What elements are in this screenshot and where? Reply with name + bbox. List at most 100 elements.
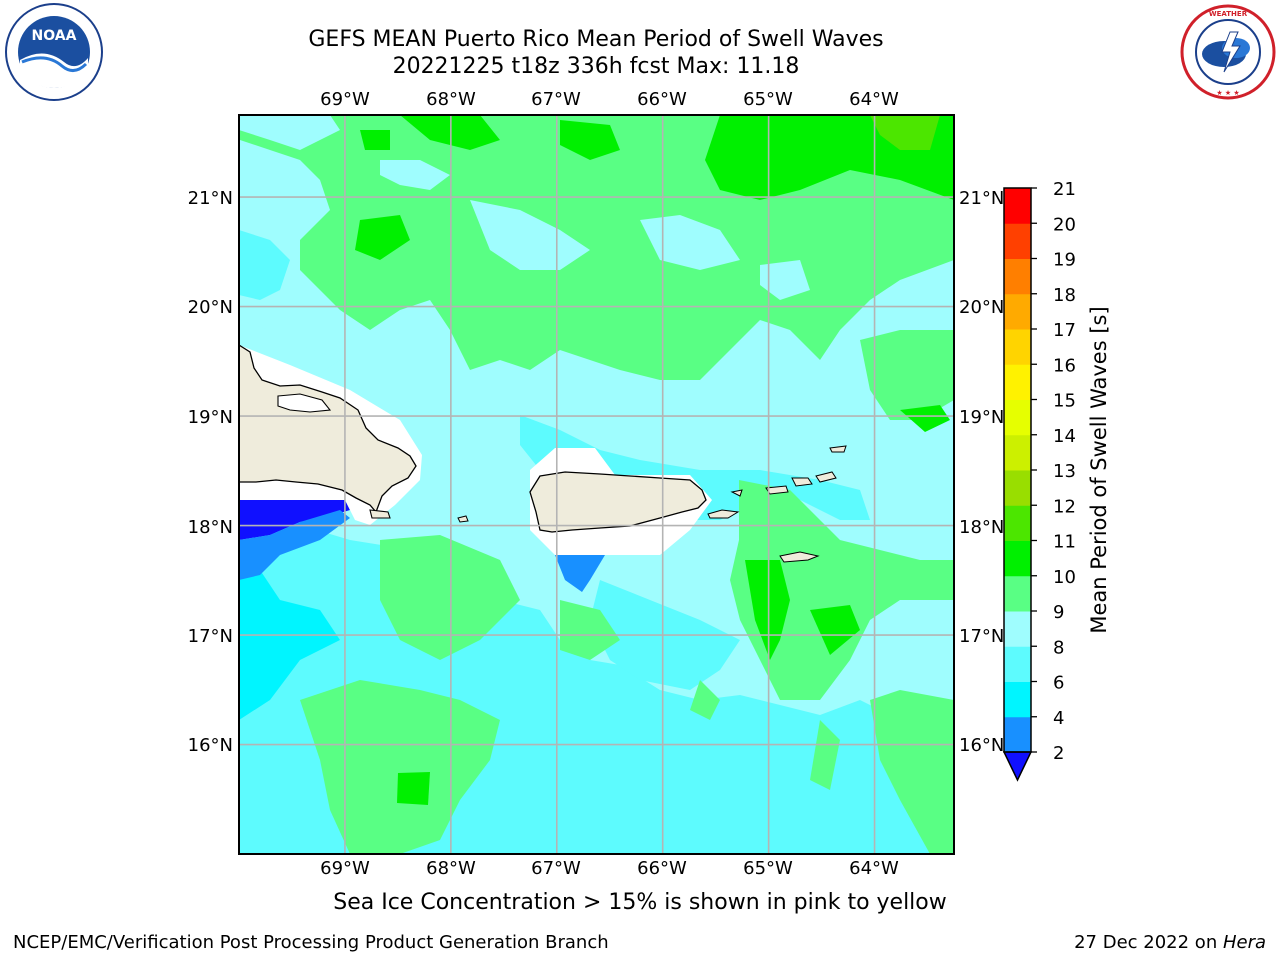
colorbar-segment <box>1004 470 1031 506</box>
land-mona <box>457 515 469 523</box>
field-9-10s-southeast <box>870 690 954 854</box>
field-10-11s-east <box>900 405 950 432</box>
field-9-10s-spot-3 <box>810 720 840 790</box>
lat-tick-left: 19°N <box>188 407 233 428</box>
lon-tick-top: 69°W <box>320 89 370 110</box>
field-9-10s-islands <box>730 480 954 700</box>
colorbar-tick-label: 15 <box>1053 391 1076 412</box>
chart-title: GEFS MEAN Puerto Rico Mean Period of Swe… <box>308 27 884 52</box>
colorbar-segment <box>1004 575 1031 612</box>
colorbar-segment <box>1004 646 1031 682</box>
colorbar-segment <box>1004 399 1031 436</box>
field-10-11s-north-4 <box>360 130 390 150</box>
land-hispaniola <box>239 344 417 514</box>
colorbar-segment <box>1004 611 1031 647</box>
land-saona <box>369 509 391 519</box>
colorbar-tick-label: 18 <box>1053 285 1076 306</box>
caption: Sea Ice Concentration > 15% is shown in … <box>333 890 947 915</box>
colorbar-segment <box>1004 188 1031 224</box>
colorbar-tick-label: 4 <box>1053 708 1064 729</box>
field-9-10s-south <box>300 680 500 854</box>
lon-tick-top: 65°W <box>743 89 793 110</box>
field-10-11s-north-1 <box>400 115 500 150</box>
colorbar-extend-min <box>1002 751 1033 782</box>
field-8-9s-pocket-1 <box>380 160 450 190</box>
land-virgin-gorda <box>815 471 837 483</box>
colorbar-tick-label: 9 <box>1053 602 1064 623</box>
field-9-10s-east <box>860 330 954 420</box>
field-10-11s-south <box>397 772 430 805</box>
colorbar-tick-label: 17 <box>1053 320 1076 341</box>
lat-tick-right: 16°N <box>959 735 1004 756</box>
field-6-8s-northwest <box>239 230 290 300</box>
lat-tick-right: 21°N <box>959 188 1004 209</box>
field-9-10s-spot-2 <box>690 680 720 720</box>
lon-tick-bottom: 66°W <box>637 858 687 879</box>
lon-tick-bottom: 68°W <box>426 858 476 879</box>
field-8-9s-pocket-4 <box>760 260 810 300</box>
map-frame <box>238 114 955 855</box>
field-8-9s-pocket-2 <box>470 200 590 270</box>
colorbar-segment <box>1004 681 1031 718</box>
field-11-12s-northeast <box>870 115 940 150</box>
colorbar-tick-label: 10 <box>1053 567 1076 588</box>
lat-tick-left: 18°N <box>188 517 233 538</box>
lat-tick-left: 16°N <box>188 735 233 756</box>
colorbar-segment <box>1004 434 1031 471</box>
footer-date: 27 Dec 2022 on Hera <box>1074 932 1266 953</box>
lon-tick-bottom: 64°W <box>849 858 899 879</box>
lon-tick-top: 67°W <box>531 89 581 110</box>
lat-tick-right: 18°N <box>959 517 1004 538</box>
colorbar-tick-label: 12 <box>1053 496 1076 517</box>
chart-subtitle: 20221225 t18z 336h fcst Max: 11.18 <box>392 54 800 79</box>
colorbar-segment <box>1004 716 1031 753</box>
svg-text:★ ★ ★: ★ ★ ★ <box>1216 89 1239 97</box>
field-10-11s-north-3 <box>355 215 410 260</box>
field-4-6s-southwest <box>239 560 340 720</box>
colorbar-segment <box>1004 329 1031 365</box>
lat-tick-right: 17°N <box>959 626 1004 647</box>
field-2-4s-west <box>239 500 350 540</box>
lon-tick-bottom: 65°W <box>743 858 793 879</box>
lat-tick-left: 17°N <box>188 626 233 647</box>
field-4-6s-west <box>239 510 350 580</box>
land-st-croix <box>779 551 820 563</box>
colorbar-segment <box>1004 505 1031 541</box>
footer-date-text: 27 Dec 2022 on <box>1074 932 1223 953</box>
map-gridlines <box>239 115 954 854</box>
lat-tick-right: 19°N <box>959 407 1004 428</box>
land-culebra <box>730 489 743 497</box>
land-tortola <box>791 477 813 487</box>
colorbar-tick-label: 20 <box>1053 214 1076 235</box>
land-vieques <box>707 509 740 519</box>
colorbar-tick-label: 19 <box>1053 250 1076 271</box>
colorbar-segment <box>1004 258 1031 295</box>
lat-tick-left: 21°N <box>188 188 233 209</box>
land-anegada <box>829 445 847 453</box>
noaa-logo-text: NOAA <box>32 28 77 44</box>
colorbar-tick-label: 21 <box>1053 179 1076 200</box>
colorbar-tick-label: 2 <box>1053 743 1064 764</box>
bay-hispaniola <box>277 393 332 413</box>
field-10-11s-north-2 <box>560 120 620 160</box>
svg-text:WEATHER: WEATHER <box>1209 10 1248 18</box>
lon-tick-top: 68°W <box>426 89 476 110</box>
lat-ticks-right: 16°N 17°N 18°N 19°N 20°N 21°N <box>959 188 1004 756</box>
colorbar-segment <box>1004 540 1031 577</box>
lon-tick-top: 64°W <box>849 89 899 110</box>
colorbar-tick-label: 6 <box>1053 673 1064 694</box>
colorbar-tick-label: 14 <box>1053 426 1076 447</box>
footer-host: Hera <box>1222 932 1266 953</box>
footer-credit: NCEP/EMC/Verification Post Processing Pr… <box>13 932 609 953</box>
noaa-logo: NOAA <box>5 3 103 101</box>
lon-tick-bottom: 69°W <box>320 858 370 879</box>
colorbar-label: Mean Period of Swell Waves [s] <box>1087 306 1111 633</box>
colorbar-tick-label: 13 <box>1053 461 1076 482</box>
field-9-10s-mid <box>380 535 520 660</box>
lon-tick-bottom: 67°W <box>531 858 581 879</box>
lon-ticks-top: 69°W 68°W 67°W 66°W 65°W 64°W <box>320 89 899 110</box>
colorbar-segment <box>1004 293 1031 330</box>
nws-logo: WEATHER ★ ★ ★ <box>1180 4 1276 100</box>
colorbar-tick-label: 16 <box>1053 355 1076 376</box>
field-8-9s-pocket-3 <box>640 215 740 270</box>
